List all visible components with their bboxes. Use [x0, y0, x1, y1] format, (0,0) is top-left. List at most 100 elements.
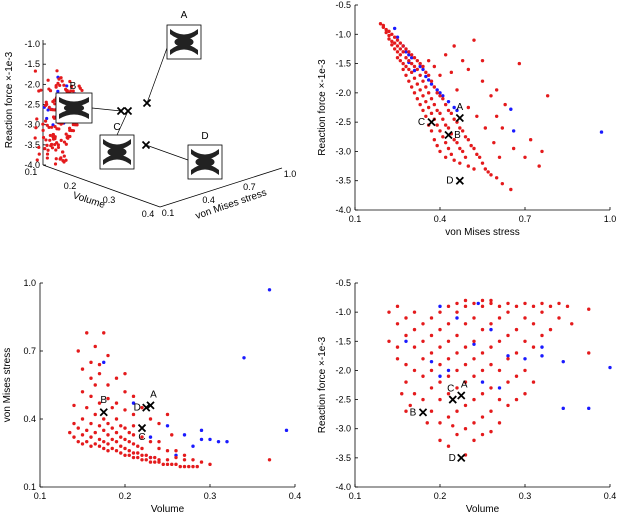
data-point: [97, 362, 102, 367]
data-point: [401, 61, 405, 66]
data-point: [60, 150, 65, 154]
data-point: [136, 444, 140, 448]
data-point: [523, 155, 527, 159]
data-point: [102, 331, 106, 335]
x-tick-label: 0.3: [204, 491, 217, 501]
marker-c: [137, 423, 147, 433]
data-point: [455, 301, 459, 306]
data-point: [395, 56, 400, 60]
x-tick-label: 0.1: [34, 491, 47, 501]
data-point: [407, 58, 411, 63]
beam-top: [191, 149, 219, 160]
data-point: [404, 339, 408, 343]
data-point: [78, 86, 82, 90]
data-point: [460, 58, 465, 63]
data-point: [528, 138, 533, 142]
data-point: [102, 428, 106, 433]
data-point: [43, 146, 47, 151]
data-point: [140, 453, 144, 457]
data-point: [415, 58, 420, 63]
x-tick-label: 0.7: [519, 214, 532, 224]
data-point: [424, 114, 428, 118]
y-tick-label: -4.0: [335, 205, 351, 215]
x-tick-label: 0.3: [519, 491, 532, 501]
y-tick-label: -2.0: [335, 88, 351, 98]
data-point: [475, 114, 479, 118]
data-point: [123, 437, 127, 442]
z-axis-label: Reaction force ×-1e-3: [4, 51, 15, 148]
data-point: [415, 82, 420, 86]
z-tick-label: -1.5: [24, 59, 40, 69]
data-point: [54, 148, 58, 152]
data-point: [106, 383, 110, 387]
beam-top: [170, 29, 198, 40]
data-point: [157, 446, 161, 451]
panel-3d-scatter: -1.0-1.5-2.0-2.5-3.0-3.5-4.0 0.10.20.30.…: [4, 10, 296, 222]
data-point: [48, 133, 52, 138]
data-point: [123, 408, 127, 412]
x-axis-label: Volume: [71, 190, 107, 211]
data-point: [435, 88, 439, 92]
data-point: [56, 143, 60, 147]
data-point: [438, 129, 442, 133]
data-point: [106, 442, 110, 446]
beam-bottom: [103, 154, 131, 165]
data-point: [119, 444, 123, 448]
data-point: [72, 435, 76, 439]
data-point: [55, 69, 59, 73]
data-point: [432, 85, 437, 89]
y-tick-label: 0.1: [162, 208, 175, 218]
data-point: [72, 421, 76, 426]
data-point: [497, 397, 502, 402]
data-point: [157, 458, 161, 462]
data-point: [140, 458, 144, 462]
data-point: [509, 107, 513, 111]
beam-core: [174, 37, 194, 47]
x-tick-label: 0.1: [349, 491, 362, 501]
y-tick-label: 0.1: [23, 482, 36, 492]
data-point: [390, 43, 394, 47]
beam-core: [195, 157, 215, 167]
data-point: [89, 376, 93, 380]
data-point: [165, 458, 170, 462]
data-point: [37, 152, 41, 156]
z-tick-label: -2.5: [24, 100, 40, 110]
data-point: [46, 148, 50, 152]
data-point: [148, 439, 153, 444]
structure-thumbnail: [59, 97, 89, 119]
data-point: [540, 333, 544, 338]
data-point: [50, 125, 54, 129]
x-tick-label: 1.0: [604, 214, 617, 224]
data-point: [463, 403, 468, 408]
data-point: [429, 79, 434, 83]
data-point: [412, 56, 417, 60]
data-point: [71, 89, 75, 93]
data-point: [494, 114, 499, 118]
y-tick-label: -3.0: [335, 146, 351, 156]
data-point: [599, 130, 604, 134]
data-point: [80, 433, 85, 437]
data-point: [438, 327, 442, 332]
data-point: [401, 67, 405, 72]
data-point: [148, 435, 153, 439]
data-point: [51, 123, 55, 127]
data-point: [161, 462, 165, 467]
data-point: [443, 123, 448, 127]
data-point: [548, 304, 553, 309]
marker-d: [457, 453, 466, 462]
data-point: [446, 304, 451, 309]
data-point: [480, 327, 485, 332]
data-point: [492, 140, 496, 145]
data-point: [540, 301, 544, 306]
data-point: [494, 176, 499, 180]
data-point: [561, 406, 565, 411]
data-point: [424, 70, 428, 75]
x-axis-line: [42, 164, 161, 208]
data-point: [587, 351, 591, 355]
y-axis-label: Reaction force ×-1e-3: [317, 59, 328, 156]
data-point: [395, 44, 400, 48]
data-point: [392, 41, 397, 45]
data-point: [404, 409, 408, 413]
data-point: [378, 22, 383, 26]
data-point: [523, 368, 527, 373]
